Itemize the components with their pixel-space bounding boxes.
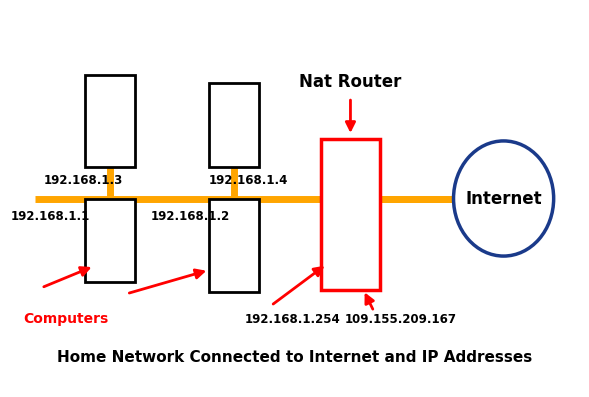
Text: 109.155.209.167: 109.155.209.167: [345, 313, 456, 326]
Ellipse shape: [454, 141, 554, 256]
Text: 192.168.1.3: 192.168.1.3: [44, 174, 124, 187]
Bar: [209, 198, 259, 292]
Bar: [85, 198, 135, 282]
Bar: [85, 75, 135, 167]
Text: Computers: Computers: [24, 312, 109, 326]
Text: Nat Router: Nat Router: [299, 73, 402, 91]
Text: 192.168.1.254: 192.168.1.254: [244, 313, 340, 326]
Bar: [209, 83, 259, 167]
Text: Home Network Connected to Internet and IP Addresses: Home Network Connected to Internet and I…: [57, 350, 532, 365]
Text: 192.168.1.1: 192.168.1.1: [11, 210, 90, 223]
Text: 192.168.1.4: 192.168.1.4: [209, 174, 289, 187]
Bar: [321, 139, 380, 290]
Text: 192.168.1.2: 192.168.1.2: [150, 210, 230, 223]
Text: Internet: Internet: [465, 189, 542, 208]
